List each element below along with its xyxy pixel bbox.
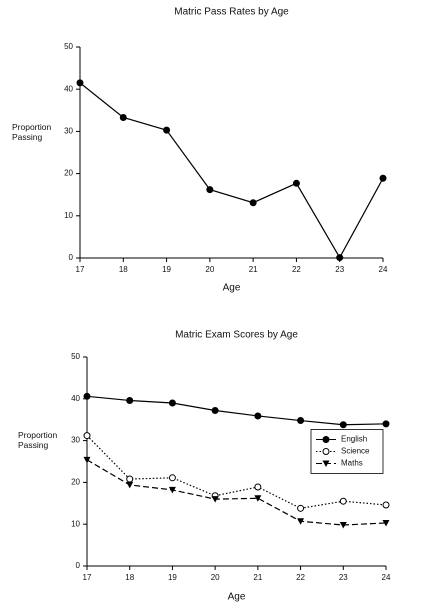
x-tick-label: 23 (339, 573, 348, 582)
y-axis-label: Proportion Passing (18, 430, 58, 450)
marker (254, 483, 262, 491)
marker (339, 522, 347, 529)
marker (211, 407, 219, 415)
x-tick-label: 19 (162, 265, 171, 274)
marker (379, 174, 387, 182)
series-line (79, 82, 384, 259)
marker (382, 501, 390, 509)
x-tick-label: 21 (253, 573, 262, 582)
marker (254, 495, 262, 502)
y-axis-label: Proportion Passing (12, 122, 52, 142)
y-tick-label: 40 (71, 394, 80, 403)
x-tick-label: 23 (335, 265, 344, 274)
marker (297, 518, 305, 525)
x-tick-label: 18 (125, 573, 134, 582)
x-tick-label: 18 (119, 265, 128, 274)
y-tick-label: 30 (71, 436, 80, 445)
legend-marker (322, 436, 330, 443)
y-tick-label: 30 (64, 127, 73, 136)
series-line (86, 435, 387, 509)
x-tick-label: 20 (205, 265, 214, 274)
marker (292, 179, 300, 187)
marker (83, 432, 91, 440)
marker (339, 421, 347, 429)
marker (211, 496, 219, 503)
y-tick-label: 0 (76, 561, 81, 570)
y-tick-label: 10 (71, 519, 80, 528)
x-axis-label: Age (223, 283, 241, 294)
x-tick-label: 22 (296, 573, 305, 582)
x-tick-label: 19 (168, 573, 177, 582)
x-tick-label: 21 (249, 265, 258, 274)
marker (382, 519, 390, 527)
y-tick-label: 40 (64, 84, 73, 93)
marker (382, 420, 390, 428)
marker (249, 199, 257, 207)
marker (206, 186, 214, 194)
x-tick-label: 20 (211, 573, 220, 582)
x-tick-label: 17 (83, 573, 92, 582)
marker (83, 456, 91, 464)
y-tick-label: 50 (64, 42, 73, 51)
y-tick-label: 0 (69, 253, 74, 262)
legend-label: English (341, 435, 367, 444)
x-tick-label: 22 (292, 265, 301, 274)
x-tick-label: 24 (382, 573, 391, 582)
marker (163, 126, 171, 134)
y-tick-label: 20 (64, 169, 73, 178)
marker (168, 486, 176, 494)
x-axis-label: Age (228, 592, 246, 603)
marker (297, 504, 305, 512)
marker (336, 254, 344, 262)
legend-label: Maths (341, 459, 363, 468)
marker (126, 475, 134, 483)
y-tick-label: 50 (71, 352, 80, 361)
legend-marker (322, 448, 330, 455)
x-tick-label: 24 (379, 265, 388, 274)
y-tick-label: 20 (71, 478, 80, 487)
chart-title: Matric Exam Scores by Age (175, 330, 298, 341)
marker (126, 396, 134, 404)
y-tick-label: 10 (64, 211, 73, 220)
marker (126, 481, 134, 489)
marker (83, 392, 91, 400)
marker (119, 113, 127, 121)
marker (168, 474, 176, 482)
marker (254, 412, 262, 420)
x-tick-label: 17 (76, 265, 85, 274)
marker (168, 399, 176, 407)
marker (297, 417, 305, 425)
marker (339, 497, 347, 505)
series-line (86, 459, 387, 526)
series-line (86, 395, 387, 426)
marker (76, 79, 84, 87)
chart-title: Matric Pass Rates by Age (174, 7, 289, 18)
legend-label: Science (341, 447, 370, 456)
legend-marker (322, 460, 330, 467)
